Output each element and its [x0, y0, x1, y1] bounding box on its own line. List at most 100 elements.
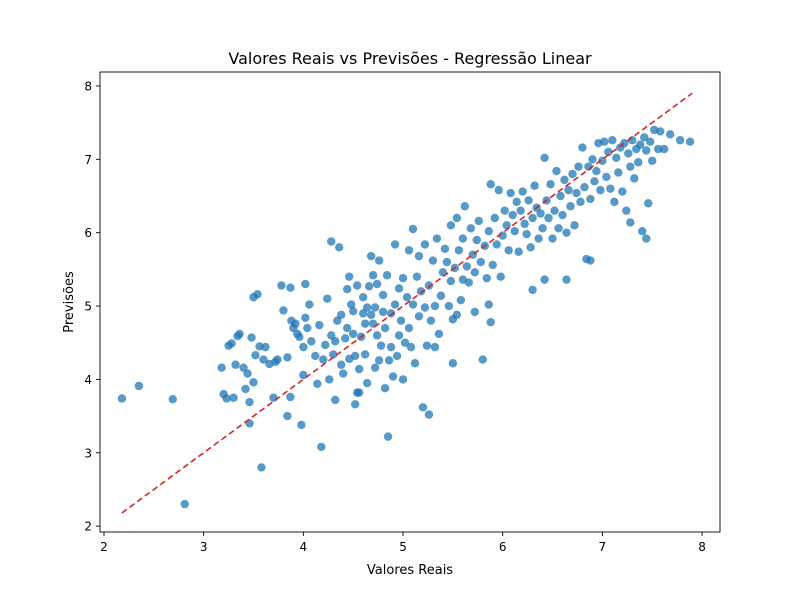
- data-point: [345, 272, 354, 281]
- data-point: [494, 185, 503, 195]
- data-point: [398, 273, 408, 283]
- data-point: [303, 323, 312, 333]
- data-point: [638, 227, 647, 236]
- data-point: [384, 356, 394, 365]
- data-point: [168, 395, 177, 404]
- data-point: [362, 303, 372, 312]
- data-point: [374, 256, 384, 265]
- data-point: [235, 329, 244, 339]
- data-point: [636, 140, 645, 149]
- data-point: [420, 303, 430, 312]
- data-point: [358, 309, 368, 318]
- data-point: [134, 381, 144, 391]
- data-point: [556, 191, 565, 201]
- data-point: [436, 291, 446, 300]
- data-point: [648, 156, 657, 165]
- data-point: [291, 319, 300, 328]
- data-point: [249, 378, 258, 387]
- data-point: [606, 184, 615, 193]
- data-point: [269, 393, 278, 402]
- data-point: [464, 278, 474, 287]
- data-point: [257, 463, 266, 472]
- data-point: [580, 182, 589, 192]
- data-point: [586, 256, 595, 265]
- data-point: [366, 251, 376, 261]
- data-point: [488, 260, 497, 270]
- data-point: [588, 155, 597, 164]
- data-point: [386, 342, 396, 352]
- data-point: [550, 206, 559, 215]
- data-point: [283, 411, 292, 421]
- data-point: [554, 224, 563, 233]
- x-tick-label: 8: [698, 540, 706, 554]
- data-point: [470, 307, 479, 317]
- data-point: [241, 384, 250, 394]
- data-point: [492, 240, 501, 249]
- data-point: [430, 342, 440, 352]
- data-point: [374, 356, 384, 365]
- data-point: [327, 237, 336, 246]
- data-point: [325, 375, 334, 384]
- data-point: [518, 187, 527, 196]
- x-tick-label: 3: [200, 540, 208, 554]
- data-point: [484, 300, 493, 309]
- data-point: [331, 395, 340, 405]
- data-point: [452, 213, 462, 223]
- data-point: [368, 271, 378, 280]
- data-point: [540, 275, 549, 284]
- data-point: [358, 293, 368, 302]
- data-point: [516, 206, 525, 215]
- data-point: [394, 284, 404, 293]
- data-point: [323, 294, 332, 303]
- x-tick-label: 6: [499, 540, 507, 554]
- data-point: [642, 234, 651, 243]
- data-point: [180, 499, 189, 509]
- data-point: [418, 403, 428, 412]
- data-point: [456, 295, 466, 305]
- data-point: [446, 221, 456, 230]
- data-point: [642, 146, 651, 155]
- data-point: [446, 276, 456, 286]
- data-point: [341, 334, 350, 343]
- data-point: [496, 272, 505, 281]
- data-point: [510, 227, 519, 236]
- data-point: [305, 300, 314, 309]
- data-point: [630, 174, 639, 183]
- data-point: [470, 268, 479, 277]
- data-point: [243, 369, 252, 378]
- data-point: [392, 351, 402, 361]
- data-point: [354, 364, 364, 374]
- data-point: [117, 394, 127, 403]
- data-point: [626, 218, 635, 227]
- x-tick-label: 4: [300, 540, 308, 554]
- data-point: [378, 307, 388, 317]
- data-point: [540, 153, 549, 163]
- data-point: [486, 317, 495, 327]
- data-point: [360, 319, 370, 328]
- data-point: [500, 206, 509, 215]
- data-point: [548, 234, 557, 243]
- data-point: [564, 185, 573, 195]
- data-point: [386, 309, 396, 318]
- data-point: [466, 224, 475, 233]
- data-point: [448, 359, 458, 368]
- data-point: [295, 332, 304, 342]
- data-point: [506, 188, 515, 198]
- y-tick-label: 3: [84, 446, 92, 460]
- data-point: [610, 197, 619, 207]
- data-point: [600, 137, 609, 146]
- data-point: [654, 144, 663, 154]
- data-point: [528, 213, 537, 223]
- data-point: [504, 246, 513, 255]
- data-point: [350, 400, 360, 409]
- data-point: [424, 410, 434, 419]
- data-point: [354, 388, 364, 397]
- scatter-points: [117, 125, 695, 509]
- x-axis-label: Valores Reais: [367, 563, 453, 578]
- data-point: [414, 312, 424, 321]
- data-point: [390, 300, 400, 309]
- data-point: [337, 310, 346, 320]
- data-point: [566, 202, 575, 211]
- data-point: [476, 257, 485, 267]
- data-point: [460, 202, 470, 211]
